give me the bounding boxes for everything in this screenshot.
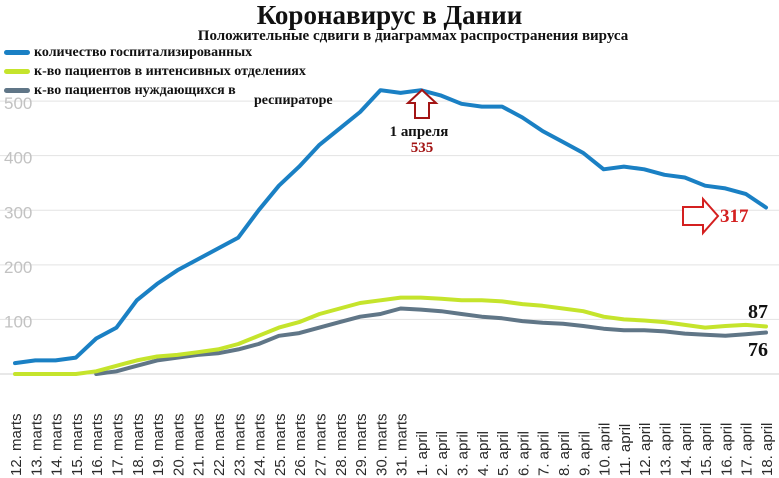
series-line-0 — [13, 88, 768, 366]
y-tick-label: 300 — [4, 203, 32, 222]
x-tick-label: 14. marts — [49, 413, 66, 476]
x-tick-label: 24. marts — [252, 413, 269, 476]
x-tick-label: 2. april — [434, 431, 451, 476]
legend-label: к-во пациентов в интенсивных отделениях — [34, 64, 306, 79]
y-axis-ticks: 100 200 300 400 500 — [4, 94, 32, 331]
legend-item-intensive: к-во пациентов в интенсивных отделениях — [4, 64, 306, 83]
x-tick-label: 29. marts — [353, 413, 370, 476]
y-tick-label: 400 — [4, 149, 32, 168]
x-tick-label: 1. april — [414, 431, 431, 476]
x-tick-label: 17. marts — [109, 413, 126, 476]
x-tick-label: 12. april — [637, 423, 654, 476]
legend-swatch — [4, 50, 30, 56]
x-tick-label: 22. marts — [211, 413, 228, 476]
x-tick-label: 10. april — [597, 423, 614, 476]
x-tick-label: 31. marts — [394, 413, 411, 476]
x-tick-label: 27. marts — [312, 413, 329, 476]
x-tick-label: 6. april — [515, 431, 532, 476]
x-tick-label: 16. april — [718, 423, 735, 476]
x-tick-label: 14. april — [678, 423, 695, 476]
x-tick-label: 13. april — [658, 423, 675, 476]
y-tick-label: 100 — [4, 312, 32, 331]
series-line-2 — [94, 306, 768, 376]
x-tick-label: 16. marts — [89, 413, 106, 476]
x-tick-label: 17. april — [739, 423, 756, 476]
x-tick-label: 26. marts — [292, 413, 309, 476]
legend-label: количество госпитализированных — [34, 45, 253, 60]
x-tick-label: 23. marts — [231, 413, 248, 476]
right-arrow-icon — [682, 196, 720, 236]
x-tick-label: 18. marts — [130, 413, 147, 476]
peak-date-label: 1 апреля — [390, 124, 449, 140]
y-tick-label: 200 — [4, 258, 32, 277]
peak-arrow-icon — [405, 88, 439, 119]
x-tick-label: 19. marts — [150, 413, 167, 476]
x-tick-label: 15. april — [698, 423, 715, 476]
legend-label: к-во пациентов нуждающихся в — [34, 83, 236, 98]
x-tick-label: 18. april — [759, 423, 776, 476]
legend-swatch — [4, 88, 30, 94]
series-lines — [13, 88, 768, 376]
x-tick-label: 3. april — [455, 431, 472, 476]
x-tick-label: 25. marts — [272, 413, 289, 476]
x-tick-label: 20. marts — [170, 413, 187, 476]
end-hospitalized-label: 317 — [720, 206, 749, 227]
chart-title: Коронавирус в Дании — [256, 0, 523, 30]
series-line-1 — [13, 295, 768, 376]
x-tick-label: 28. marts — [333, 413, 350, 476]
x-tick-label: 8. april — [556, 431, 573, 476]
legend: количество госпитализированных к-во паци… — [4, 45, 306, 102]
annotations: 1 апреля 535 317 87 76 — [390, 88, 768, 361]
x-tick-label: 4. april — [475, 431, 492, 476]
end-intensive-label: 87 — [748, 301, 768, 323]
x-tick-label: 12. marts — [8, 413, 25, 476]
x-tick-label: 13. marts — [28, 413, 45, 476]
legend-item-hospitalized: количество госпитализированных — [4, 45, 306, 64]
legend-item-respirator: к-во пациентов нуждающихся в — [4, 83, 306, 102]
y-tick-label: 500 — [4, 94, 32, 113]
x-tick-label: 7. april — [536, 431, 553, 476]
legend-swatch — [4, 69, 30, 75]
x-tick-label: 11. april — [617, 424, 634, 476]
x-axis-ticks: 12. marts 13. marts 14. marts 15. marts 16. … — [8, 413, 776, 476]
legend-label-continuation: респираторе — [254, 93, 333, 108]
x-tick-label: 15. marts — [69, 413, 86, 476]
chart-subtitle: Положительные сдвиги в диаграммах распро… — [197, 28, 629, 44]
x-tick-label: 9. april — [576, 431, 593, 476]
x-tick-label: 30. marts — [373, 413, 390, 476]
x-tick-label: 21. marts — [191, 413, 208, 476]
peak-value-label: 535 — [411, 140, 434, 156]
end-respirator-label: 76 — [748, 339, 768, 361]
x-tick-label: 5. april — [495, 431, 512, 476]
